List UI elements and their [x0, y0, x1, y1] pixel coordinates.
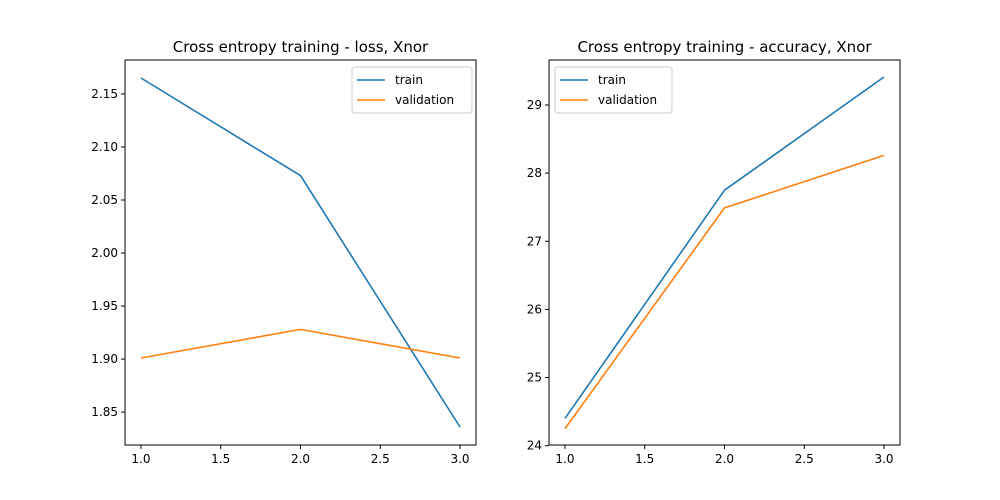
- y-tick-label: 2.15: [91, 87, 118, 101]
- y-tick-label: 1.95: [91, 299, 118, 313]
- legend-box: [351, 66, 473, 114]
- x-tick-label: 1.0: [555, 452, 574, 466]
- legend: train validation: [351, 66, 473, 114]
- series-line-validation: [140, 328, 461, 359]
- plot-frame: [124, 59, 477, 446]
- x-tick-label: 1.5: [211, 452, 230, 466]
- loss-chart: Cross entropy training - loss, Xnor 1.0 1.…: [91, 38, 477, 466]
- y-tick-label: 1.90: [91, 352, 118, 366]
- y-tick-label: 2.10: [91, 140, 118, 154]
- series-line-train: [564, 76, 885, 419]
- legend-label-validation: validation: [395, 93, 454, 107]
- y-tick-label: 1.85: [91, 405, 118, 419]
- y-tick-label: 29: [527, 98, 542, 112]
- y-tick-label: 27: [527, 234, 542, 248]
- x-tick-label: 3.0: [874, 452, 893, 466]
- x-tick-label: 3.0: [450, 452, 469, 466]
- y-tick-label: 2.05: [91, 193, 118, 207]
- x-tick-label: 1.5: [635, 452, 654, 466]
- y-tick-label: 26: [527, 302, 542, 316]
- legend-label-validation: validation: [598, 93, 657, 107]
- legend: train validation: [554, 66, 673, 114]
- accuracy-chart: Cross entropy training - accuracy, Xnor 1…: [527, 38, 901, 466]
- chart-title: Cross entropy training - accuracy, Xnor: [577, 38, 872, 56]
- series-line-validation: [564, 154, 885, 430]
- y-tick-label: 24: [527, 439, 542, 453]
- y-tick-label: 25: [527, 371, 542, 385]
- x-tick-label: 2.0: [291, 452, 310, 466]
- x-tick-label: 2.5: [795, 452, 814, 466]
- legend-label-train: train: [598, 73, 626, 87]
- y-tick-label: 28: [527, 166, 542, 180]
- plot-frame: [548, 59, 901, 446]
- x-tick-label: 2.5: [371, 452, 390, 466]
- legend-box: [554, 66, 673, 114]
- y-tick-label: 2.00: [91, 246, 118, 260]
- x-tick-label: 1.0: [131, 452, 150, 466]
- x-tick-label: 2.0: [715, 452, 734, 466]
- legend-label-train: train: [395, 73, 423, 87]
- series-line-train: [140, 77, 461, 428]
- chart-title: Cross entropy training - loss, Xnor: [173, 38, 429, 56]
